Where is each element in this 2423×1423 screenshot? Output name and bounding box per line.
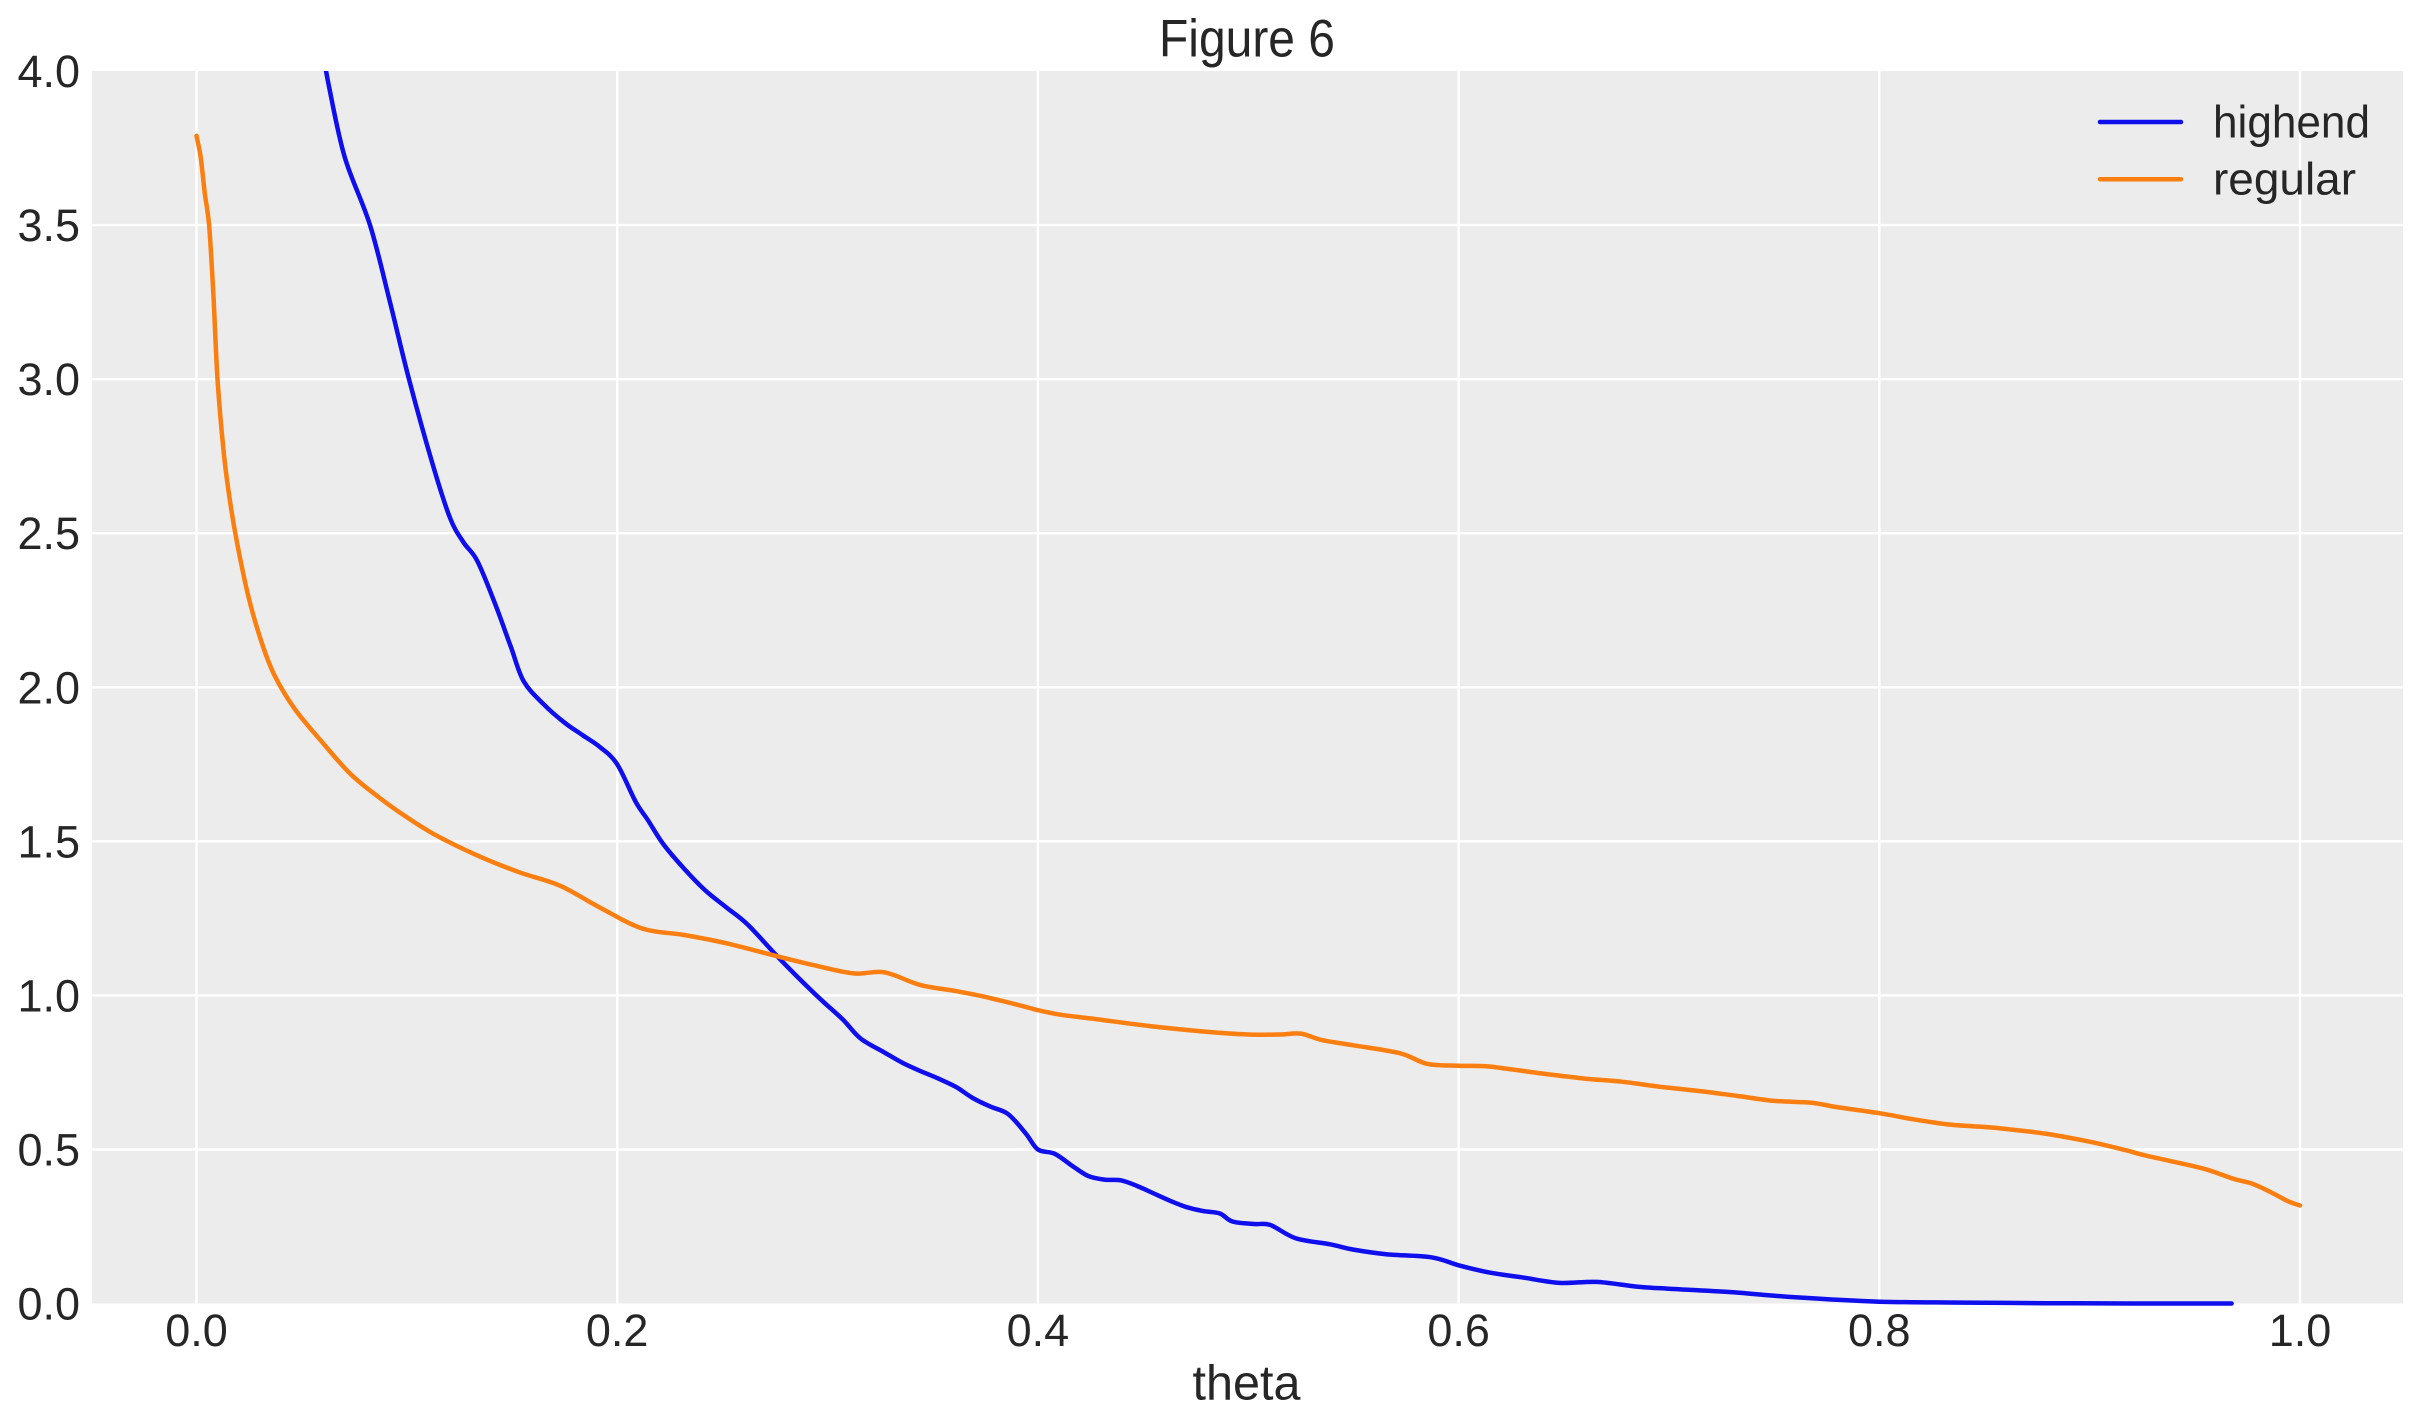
svg-text:regular: regular (2213, 154, 2356, 205)
svg-text:2.0: 2.0 (17, 662, 80, 713)
svg-text:Figure 6: Figure 6 (1159, 10, 1335, 69)
svg-text:0.2: 0.2 (586, 1305, 649, 1356)
svg-text:2.5: 2.5 (17, 508, 80, 559)
svg-text:0.6: 0.6 (1427, 1305, 1490, 1356)
svg-text:3.0: 3.0 (17, 354, 80, 405)
svg-text:highend: highend (2213, 97, 2370, 148)
svg-text:1.0: 1.0 (2269, 1305, 2332, 1356)
svg-text:1.0: 1.0 (17, 970, 80, 1021)
svg-text:theta: theta (1193, 1356, 1302, 1410)
svg-text:0.4: 0.4 (1007, 1305, 1070, 1356)
svg-text:0.0: 0.0 (17, 1279, 80, 1330)
svg-text:0.0: 0.0 (165, 1305, 228, 1356)
svg-text:0.8: 0.8 (1848, 1305, 1911, 1356)
svg-text:1.5: 1.5 (17, 816, 80, 867)
svg-text:4.0: 4.0 (17, 46, 80, 97)
svg-text:0.5: 0.5 (17, 1125, 80, 1176)
svg-text:3.5: 3.5 (17, 200, 80, 251)
